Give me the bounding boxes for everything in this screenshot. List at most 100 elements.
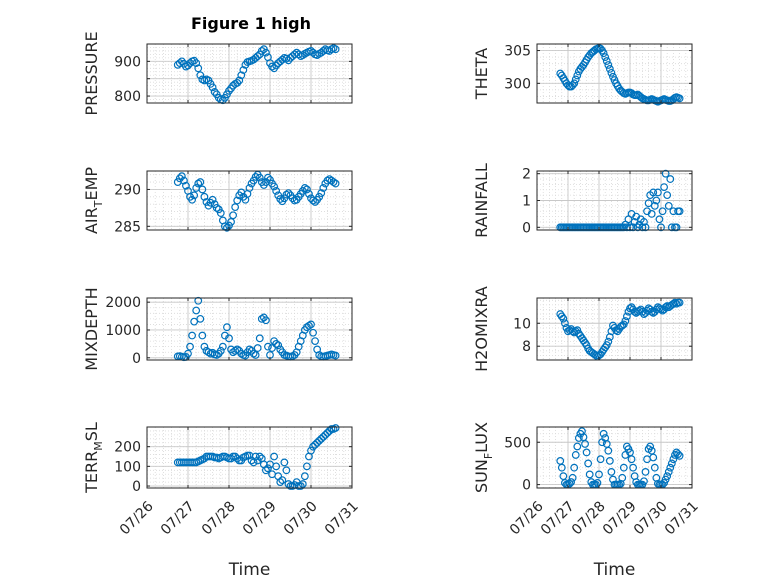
y-tick-label: 8 (522, 339, 531, 355)
data-point (571, 75, 580, 84)
data-point (618, 473, 627, 482)
y-tick-label: 0 (132, 479, 141, 495)
data-point (623, 312, 631, 321)
data-point (264, 464, 272, 473)
data-point (182, 181, 190, 190)
y-axis-label: TERRMSL (82, 422, 105, 494)
data-point (317, 189, 326, 198)
data-point (657, 223, 665, 232)
data-point (282, 466, 291, 475)
data-point (311, 440, 320, 449)
data-point (604, 446, 613, 455)
data-point (218, 342, 227, 351)
data-point (565, 479, 574, 488)
data-point (585, 470, 594, 479)
data-point (584, 459, 593, 468)
y-tick-label: 0 (522, 478, 531, 494)
data-point (663, 191, 672, 200)
data-point (319, 432, 328, 441)
y-axis-label: AIRTEMP (82, 167, 105, 234)
data-point (313, 438, 322, 447)
data-point (305, 189, 313, 198)
data-point (280, 458, 289, 467)
data-point (212, 351, 221, 359)
data-point (599, 49, 608, 58)
data-point (192, 59, 201, 67)
subplot-2: 300 305 THETA (472, 43, 693, 106)
y-tick-label: 2 (522, 167, 531, 183)
data-point (194, 179, 203, 188)
data-point (212, 203, 221, 212)
data-point (604, 337, 613, 346)
data-point (601, 53, 610, 62)
data-point (660, 183, 668, 191)
data-point (231, 346, 240, 355)
axes-box (146, 426, 353, 489)
y-axis-label: THETA (472, 48, 491, 100)
data-point (186, 342, 194, 351)
data-point (253, 344, 262, 352)
data-point (268, 344, 276, 352)
data-point (272, 187, 281, 195)
data-point (298, 51, 307, 60)
data-point (647, 307, 656, 316)
plot-area (147, 171, 352, 230)
y-axis-label: MIXDEPTH (82, 287, 101, 370)
data-point (658, 207, 667, 216)
data-point (309, 196, 317, 205)
subplot-3: 285 290 AIRTEMP (82, 167, 353, 235)
data-point (284, 56, 293, 65)
data-point (184, 61, 192, 70)
data-point (675, 94, 684, 103)
data-point (276, 195, 285, 203)
data-point (239, 66, 248, 74)
data-point (227, 217, 235, 226)
data-point (274, 341, 283, 350)
y-tick-label: 800 (114, 89, 141, 105)
data-point (607, 68, 616, 77)
data-point (270, 182, 279, 191)
data-point (251, 172, 260, 181)
data-point (321, 430, 330, 439)
data-point (245, 345, 254, 354)
data-point (607, 468, 616, 476)
data-point (175, 174, 184, 183)
data-point (311, 337, 320, 345)
data-point (257, 314, 266, 323)
data-point (570, 463, 579, 472)
y-tick-label: 500 (504, 435, 531, 451)
data-point (593, 479, 602, 487)
data-point (225, 86, 233, 95)
data-point (216, 209, 225, 217)
data-point (649, 453, 658, 462)
y-tick-label: 200 (114, 440, 141, 456)
data-point (208, 195, 217, 204)
data-point (255, 334, 264, 343)
data-point (272, 61, 281, 70)
data-point (177, 57, 186, 66)
data-point (599, 429, 608, 438)
data-point (188, 331, 197, 340)
data-point (667, 459, 676, 468)
data-point (605, 65, 614, 73)
data-point (262, 48, 270, 57)
data-point (190, 56, 199, 65)
data-point (663, 472, 672, 481)
data-point (194, 296, 203, 305)
data-point (596, 455, 605, 464)
data-point (268, 62, 276, 71)
y-axis-label: SUNFLUX (472, 422, 495, 493)
data-point (231, 452, 240, 461)
data-point (650, 201, 659, 210)
data-point (262, 466, 270, 475)
data-point (190, 191, 199, 200)
data-point (568, 81, 577, 90)
data-point (303, 462, 311, 471)
data-point (216, 346, 225, 355)
y-tick-label: 1000 (105, 323, 141, 339)
data-point (196, 178, 205, 186)
data-point (270, 452, 279, 461)
data-point (264, 342, 272, 351)
y-tick-label: 0 (132, 351, 141, 367)
